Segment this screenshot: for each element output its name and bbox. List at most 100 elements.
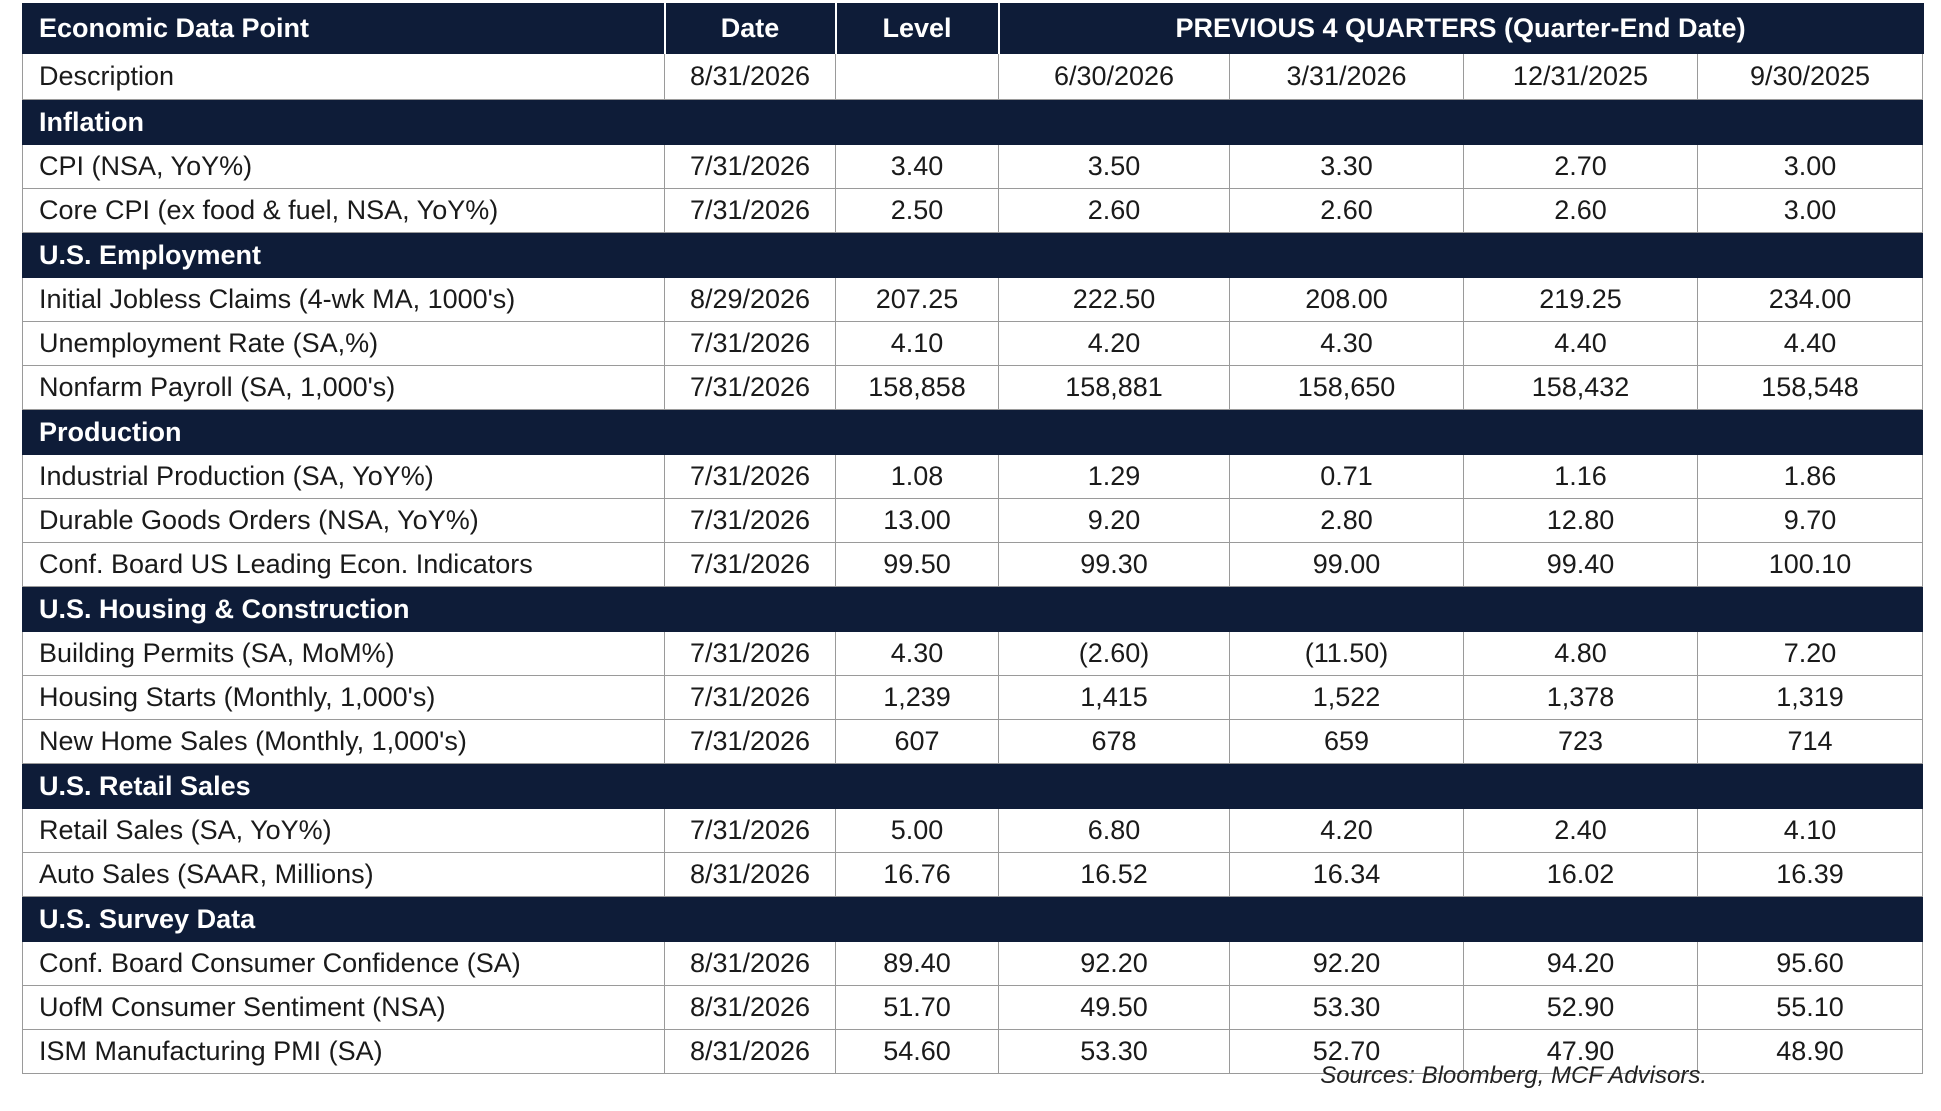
quarter-value-2: 2.60 [1229, 188, 1464, 233]
quarter-value-2: 53.30 [1229, 985, 1464, 1030]
quarter-value-3: 52.90 [1463, 985, 1698, 1030]
indicator-name: UofM Consumer Sentiment (NSA) [22, 985, 665, 1030]
quarter-value-2: 4.20 [1229, 808, 1464, 853]
section-row: Production [21, 409, 1924, 455]
description-date: 8/31/2026 [664, 53, 836, 100]
quarter-value-4: 4.40 [1696, 321, 1924, 366]
table-row: CPI (NSA, YoY%) 7/31/2026 3.40 3.50 3.30 2.70… [22, 144, 1924, 189]
indicator-date: 7/31/2026 [664, 631, 836, 676]
indicator-name: CPI (NSA, YoY%) [22, 144, 665, 189]
economic-data-table-container: Economic Data Point Date Level PREVIOUS … [21, 3, 1924, 1074]
indicator-date: 7/31/2026 [664, 719, 836, 764]
indicator-level: 13.00 [835, 498, 999, 543]
quarter-value-1: 678 [998, 719, 1230, 764]
quarter-value-3: 1.16 [1463, 454, 1698, 499]
indicator-level: 89.40 [835, 941, 999, 986]
quarter-value-2: 158,650 [1229, 365, 1464, 410]
quarter-date-4: 9/30/2025 [1696, 53, 1924, 100]
quarter-value-4: 100.10 [1696, 542, 1924, 587]
indicator-name: Retail Sales (SA, YoY%) [22, 808, 665, 853]
indicator-level: 54.60 [835, 1029, 999, 1074]
header-previous-quarters: PREVIOUS 4 QUARTERS (Quarter-End Date) [997, 3, 1924, 54]
quarter-value-4: 3.00 [1696, 144, 1924, 189]
quarter-value-2: 3.30 [1229, 144, 1464, 189]
quarter-value-1: 3.50 [998, 144, 1230, 189]
table-row: Conf. Board Consumer Confidence (SA) 8/31… [22, 941, 1924, 986]
section-title: U.S. Housing & Construction [21, 586, 1924, 632]
quarter-value-4: 95.60 [1696, 941, 1924, 986]
quarter-value-4: 16.39 [1696, 852, 1924, 897]
quarter-value-3: 4.40 [1463, 321, 1698, 366]
quarter-value-3: 2.60 [1463, 188, 1698, 233]
quarter-value-4: 3.00 [1696, 188, 1924, 233]
section-title: Production [21, 409, 1924, 455]
section-row: U.S. Survey Data [21, 896, 1924, 942]
table-body: Economic Data Point Date Level PREVIOUS … [21, 3, 1924, 1074]
quarter-value-3: 219.25 [1463, 277, 1698, 322]
quarter-value-3: 4.80 [1463, 631, 1698, 676]
quarter-value-3: 1,378 [1463, 675, 1698, 720]
quarter-value-2: 1,522 [1229, 675, 1464, 720]
indicator-level: 5.00 [835, 808, 999, 853]
quarter-value-2: 0.71 [1229, 454, 1464, 499]
quarter-date-2: 3/31/2026 [1229, 53, 1464, 100]
indicator-date: 7/31/2026 [664, 144, 836, 189]
quarter-value-4: 48.90 [1696, 1029, 1924, 1074]
indicator-level: 99.50 [835, 542, 999, 587]
indicator-name: Housing Starts (Monthly, 1,000's) [22, 675, 665, 720]
quarter-date-1: 6/30/2026 [998, 53, 1230, 100]
section-title: U.S. Retail Sales [21, 763, 1924, 809]
table-row: Conf. Board US Leading Econ. Indicators 7… [22, 542, 1924, 587]
quarter-value-1: 158,881 [998, 365, 1230, 410]
quarter-value-2: 208.00 [1229, 277, 1464, 322]
economic-data-table: Economic Data Point Date Level PREVIOUS … [21, 3, 1924, 1074]
table-row: Industrial Production (SA, YoY%) 7/31/202… [22, 454, 1924, 499]
quarter-value-1: 9.20 [998, 498, 1230, 543]
indicator-date: 7/31/2026 [664, 365, 836, 410]
quarter-value-2: 4.30 [1229, 321, 1464, 366]
quarter-value-2: 659 [1229, 719, 1464, 764]
indicator-level: 207.25 [835, 277, 999, 322]
indicator-date: 7/31/2026 [664, 321, 836, 366]
table-row: Unemployment Rate (SA,%) 7/31/2026 4.10 4.2… [22, 321, 1924, 366]
indicator-level: 16.76 [835, 852, 999, 897]
section-row: Inflation [21, 99, 1924, 145]
quarter-value-4: 158,548 [1696, 365, 1924, 410]
table-row: ISM Manufacturing PMI (SA) 8/31/2026 54.60… [22, 1029, 1924, 1074]
table-row: Retail Sales (SA, YoY%) 7/31/2026 5.00 6.80… [22, 808, 1924, 853]
quarter-value-4: 714 [1696, 719, 1924, 764]
quarter-value-1: 49.50 [998, 985, 1230, 1030]
indicator-level: 158,858 [835, 365, 999, 410]
indicator-level: 1,239 [835, 675, 999, 720]
indicator-date: 7/31/2026 [664, 542, 836, 587]
section-title: U.S. Employment [21, 232, 1924, 278]
indicator-level: 51.70 [835, 985, 999, 1030]
quarter-value-1: 99.30 [998, 542, 1230, 587]
quarter-value-3: 158,432 [1463, 365, 1698, 410]
indicator-date: 7/31/2026 [664, 498, 836, 543]
quarter-value-1: 6.80 [998, 808, 1230, 853]
quarter-value-3: 99.40 [1463, 542, 1698, 587]
indicator-name: Durable Goods Orders (NSA, YoY%) [22, 498, 665, 543]
description-row: Description 8/31/2026 6/30/2026 3/31/202… [22, 53, 1924, 100]
header-economic-data-point: Economic Data Point [22, 3, 666, 54]
indicator-name: ISM Manufacturing PMI (SA) [22, 1029, 665, 1074]
quarter-value-2: 99.00 [1229, 542, 1464, 587]
quarter-value-2: 52.70 [1229, 1029, 1464, 1074]
table-row: Durable Goods Orders (NSA, YoY%) 7/31/202… [22, 498, 1924, 543]
indicator-name: Unemployment Rate (SA,%) [22, 321, 665, 366]
indicator-date: 8/31/2026 [664, 1029, 836, 1074]
quarter-value-4: 234.00 [1696, 277, 1924, 322]
quarter-value-1: 4.20 [998, 321, 1230, 366]
quarter-value-1: 222.50 [998, 277, 1230, 322]
section-row: U.S. Housing & Construction [21, 586, 1924, 632]
quarter-value-1: 92.20 [998, 941, 1230, 986]
quarter-value-3: 47.90 [1463, 1029, 1698, 1074]
table-row: Initial Jobless Claims (4-wk MA, 1000's)… [22, 277, 1924, 322]
indicator-level: 3.40 [835, 144, 999, 189]
indicator-date: 8/31/2026 [664, 985, 836, 1030]
indicator-date: 8/31/2026 [664, 941, 836, 986]
quarter-value-3: 12.80 [1463, 498, 1698, 543]
quarter-value-2: (11.50) [1229, 631, 1464, 676]
indicator-date: 7/31/2026 [664, 675, 836, 720]
